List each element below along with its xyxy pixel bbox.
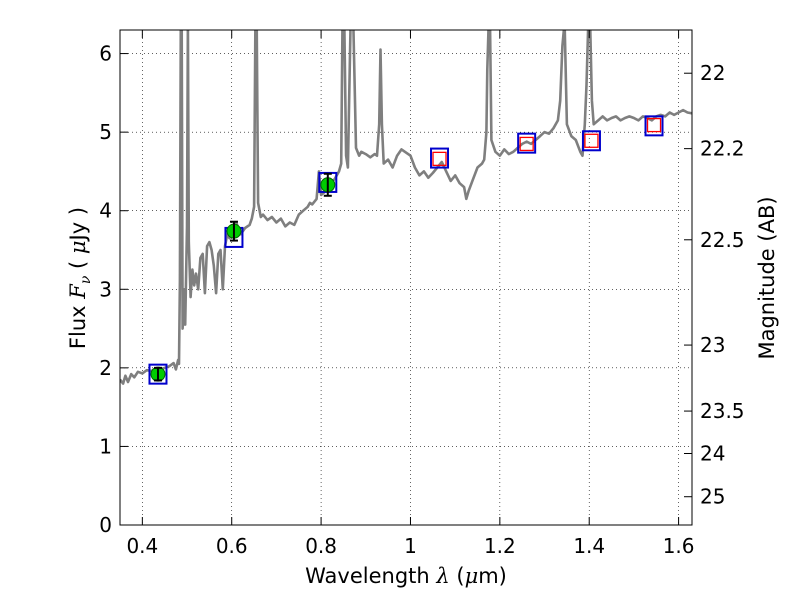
y2-tick-label: 23 [700, 333, 725, 357]
x-tick-label: 1.2 [484, 534, 516, 558]
y2-tick-label: 25 [700, 485, 725, 509]
observed-square [584, 133, 599, 148]
y2-axis-label: Magnitude (AB) [755, 196, 779, 359]
y-tick-label: 3 [99, 277, 112, 301]
y2-tick-label: 22 [700, 61, 725, 85]
model-photometry-square [581, 130, 601, 152]
model-photometry-square [517, 132, 537, 154]
y-tick-label: 4 [99, 199, 112, 223]
model-photometry-square [148, 363, 168, 385]
y2-tick-label: 24 [700, 442, 725, 466]
model-photometry-square [430, 147, 450, 169]
plot-frame [119, 29, 693, 526]
photometry-markers [148, 115, 664, 385]
model-photometry-square [644, 115, 664, 137]
x-tick-label: 0.4 [126, 534, 158, 558]
x-tick-label: 0.8 [305, 534, 337, 558]
x-tick-label: 0.6 [216, 534, 248, 558]
spectrum-line [120, 30, 692, 385]
y-tick-label: 5 [99, 120, 112, 144]
observed-square [432, 151, 447, 167]
y-tick-label: 2 [99, 356, 112, 380]
observed-square [646, 117, 662, 133]
axis-ticks: 0.4 0.6 0.8 1 1.2 1.4 1.601234562222.222.52323… [99, 30, 745, 558]
y-tick-label: 1 [99, 434, 112, 458]
model-spectrum [120, 30, 692, 385]
y2-tick-label: 23.5 [700, 399, 745, 423]
y2-tick-label: 22.5 [700, 228, 745, 252]
x-tick-label: 1.4 [573, 534, 605, 558]
y2-tick-label: 22.2 [700, 137, 745, 161]
y-axis-label: Flux Fν ( μJy ) [66, 207, 94, 349]
x-axis-label: Wavelength λ (μm) [305, 564, 507, 588]
y-tick-label: 6 [99, 42, 112, 66]
y-tick-label: 0 [99, 513, 112, 537]
x-tick-label: 1 [404, 534, 417, 558]
x-tick-label: 1.6 [663, 534, 695, 558]
observed-square [519, 136, 534, 152]
